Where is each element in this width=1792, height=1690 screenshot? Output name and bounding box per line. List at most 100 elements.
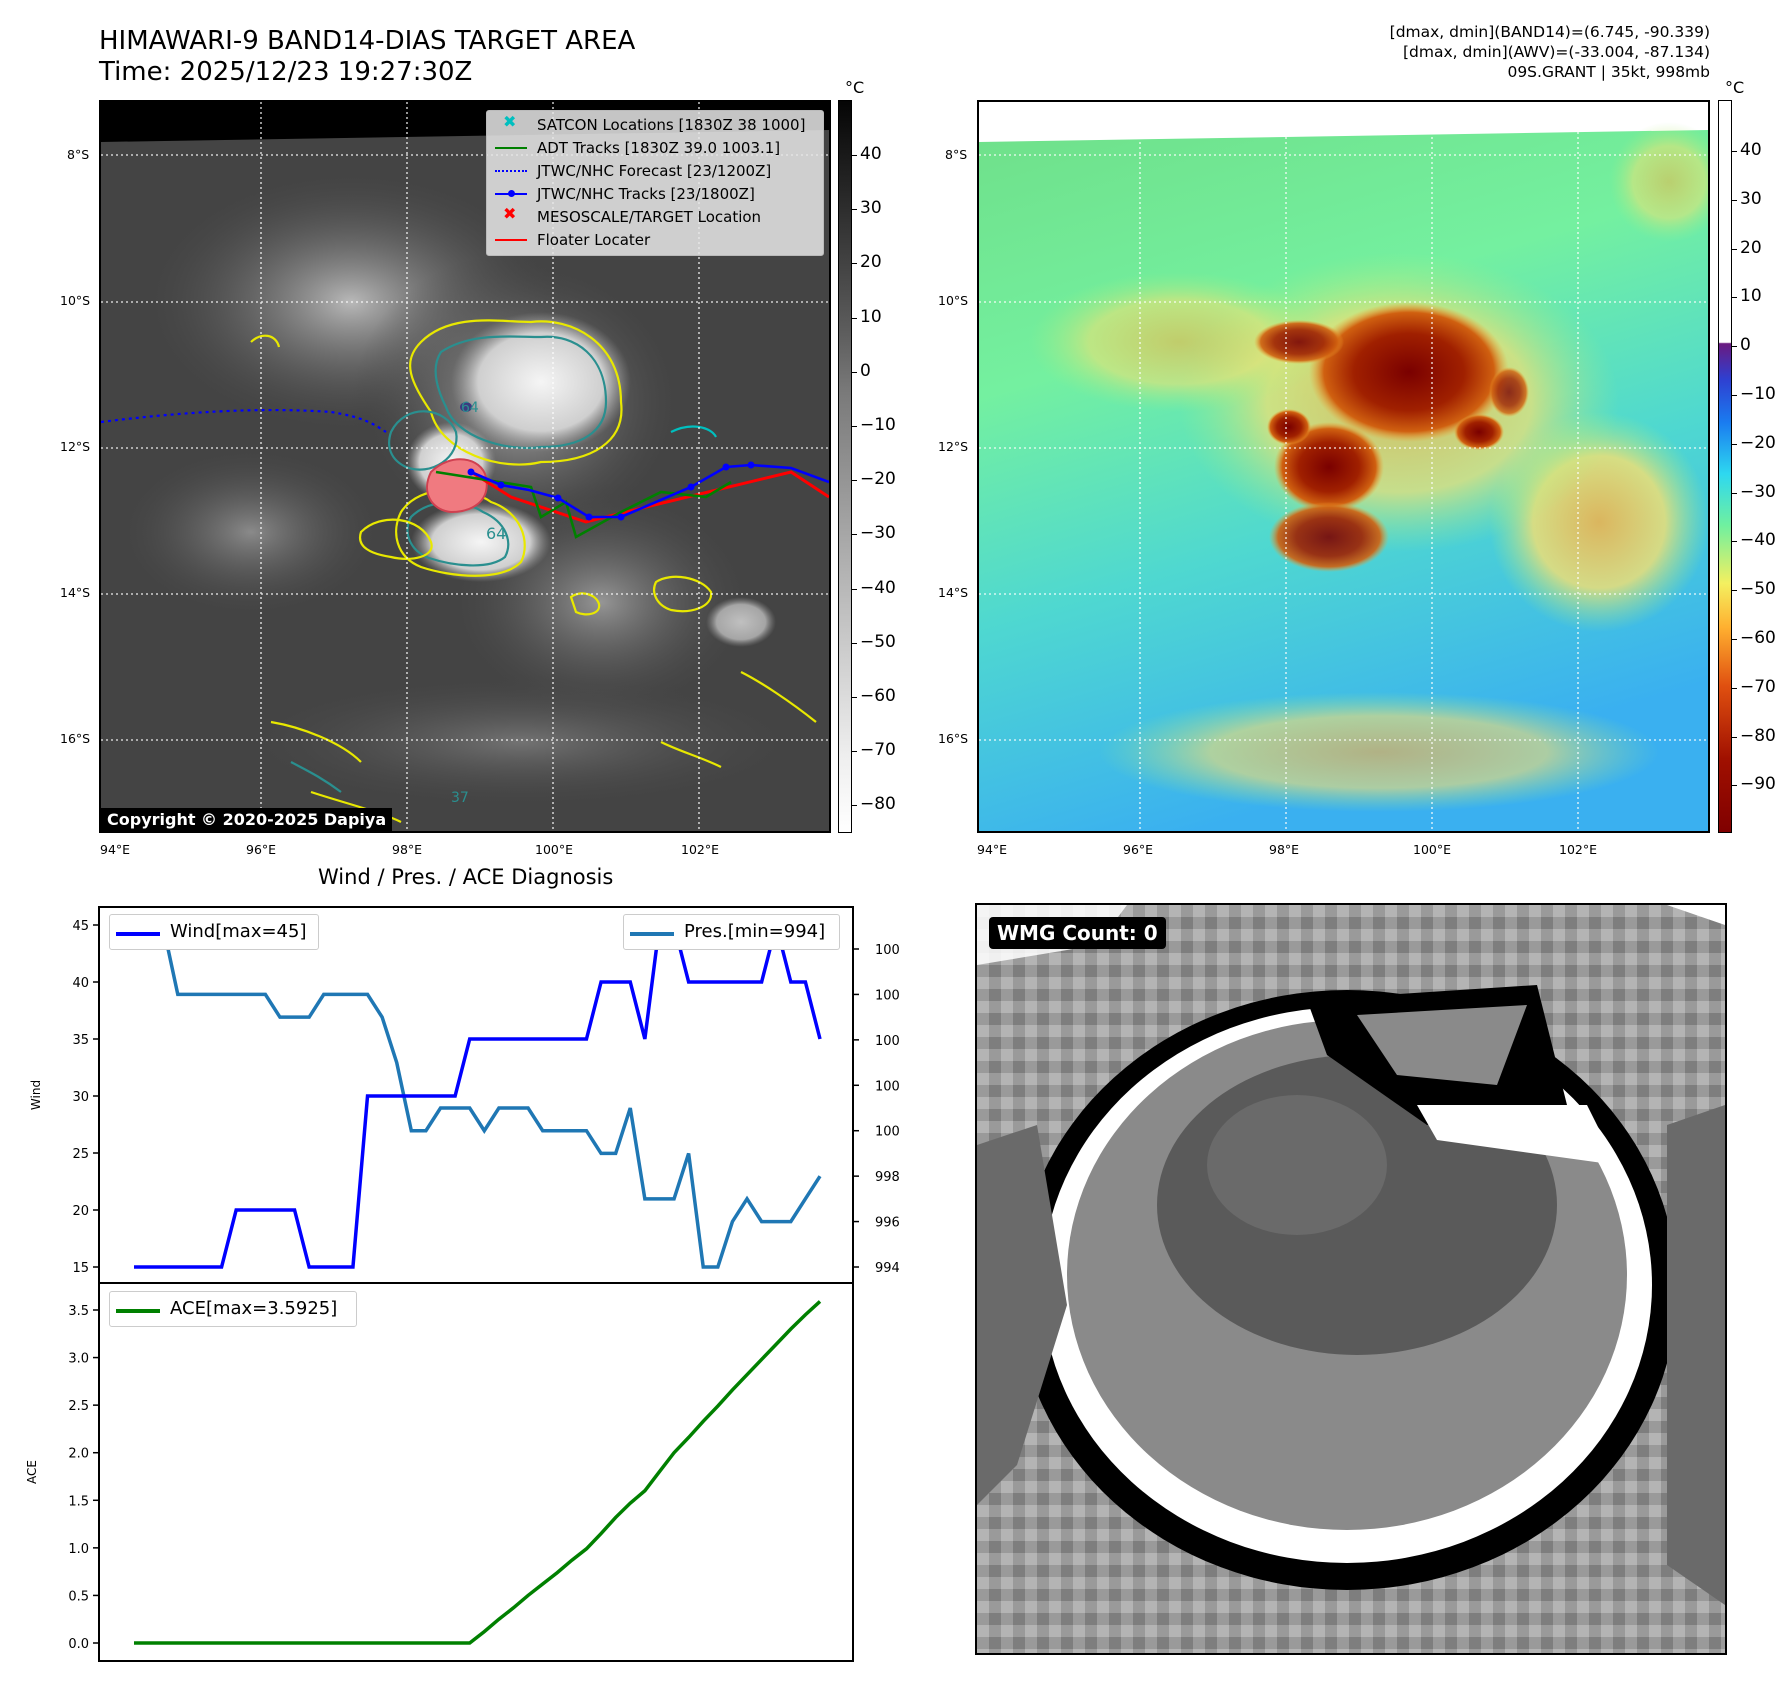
colorbar-tick-label: 10: [1740, 286, 1762, 307]
y-tick-label: 2.5: [68, 1399, 89, 1414]
lon-label: 96°E: [246, 842, 277, 857]
y-tick-label: 20: [72, 1204, 89, 1219]
diagnosis-title: Wind / Pres. / ACE Diagnosis: [318, 865, 614, 889]
colorbar-tick: [852, 317, 857, 319]
colorbar-tick-label: 30: [1740, 188, 1762, 209]
awv-map: [977, 100, 1710, 833]
pressure-legend: Pres.[min=994]: [623, 914, 840, 950]
colorbar-tick: [852, 155, 857, 156]
legend-item-adt: ADT Tracks [1830Z 39.0 1003.1]: [487, 137, 823, 159]
lon-label: 96°E: [1123, 842, 1154, 857]
map-legend: ✖ SATCON Locations [1830Z 38 1000] ADT T…: [486, 110, 824, 256]
colorbar-tick: [1732, 248, 1737, 250]
wind-legend-label: Wind[max=45]: [170, 921, 307, 942]
awv-map-imagery: [979, 102, 1708, 831]
colorbar-tick-label: 0: [860, 360, 871, 381]
lon-label: 100°E: [535, 842, 574, 857]
lat-label: 10°S: [60, 293, 91, 308]
lon-label: 94°E: [977, 842, 1008, 857]
lat-label: 8°S: [67, 147, 90, 162]
colorbar-tick-label: −10: [1740, 384, 1776, 404]
y-tick-label: 3.5: [68, 1304, 89, 1319]
colorbar-tick-label: 10: [860, 306, 882, 327]
ace-legend: ACE[max=3.5925]: [109, 1291, 357, 1327]
ace-axis-label: ACE: [25, 1460, 39, 1484]
wind-line-icon: [116, 932, 160, 936]
ace-plot-frame: [98, 1282, 854, 1662]
legend-item-satcon: ✖ SATCON Locations [1830Z 38 1000]: [503, 112, 806, 134]
colorbar-tick-label: 20: [1740, 237, 1762, 258]
y2-tick-label: 1004: [875, 1034, 900, 1049]
colorbar-tick: [1732, 687, 1737, 689]
lon-label: 94°E: [100, 842, 131, 857]
colorbar-tick-label: −70: [860, 740, 896, 761]
colorbar-tick: [1732, 199, 1737, 201]
copyright-label: Copyright © 2020-2025 Dapiya: [101, 808, 393, 831]
colorbar-tick: [852, 209, 857, 211]
colorbar-tick: [852, 805, 857, 807]
lat-label: 14°S: [60, 585, 91, 600]
lat-label: 16°S: [938, 731, 969, 746]
y-tick-label: 40: [72, 976, 89, 991]
colorbar-tick-label: −30: [1740, 481, 1776, 502]
y-tick-label: 45: [72, 919, 89, 934]
line-marker-icon: [495, 239, 527, 241]
wind-axis-label: Wind: [29, 1080, 43, 1110]
colorbar-tick-label: 40: [1740, 140, 1762, 160]
colorbar-tick: [1732, 541, 1737, 543]
y-tick-label: 35: [72, 1033, 89, 1048]
legend-item-floater: Floater Locater: [487, 229, 823, 251]
colorbar-tick: [1732, 443, 1737, 445]
y-tick-label: 2.0: [68, 1447, 89, 1462]
colorbar-tick-label: −30: [860, 523, 896, 544]
colorbar-tick: [852, 642, 857, 644]
wmg-count-badge: WMG Count: 0: [989, 917, 1166, 949]
colorbar-tick: [852, 697, 857, 698]
y-tick-label: 3.0: [68, 1352, 89, 1367]
ace-line-icon: [116, 1309, 160, 1313]
chart-title-line1: HIMAWARI-9 BAND14-DIAS TARGET AREA: [99, 26, 636, 56]
lat-label: 12°S: [60, 439, 91, 454]
line-marker-icon: [495, 147, 527, 149]
colorbar-unit: °C: [845, 78, 865, 97]
y2-tick-label: 1006: [875, 988, 900, 1003]
legend-item-tracks: JTWC/NHC Tracks [23/1800Z]: [487, 183, 823, 205]
colorbar-tick: [852, 263, 857, 265]
awv-colorbar: [1718, 100, 1732, 833]
contour-label: 37: [451, 790, 469, 806]
colorbar-tick: [1732, 785, 1737, 787]
lon-label: 98°E: [392, 842, 423, 857]
pressure-line-icon: [630, 932, 674, 936]
colorbar-tick: [852, 371, 857, 373]
wmg-panel: WMG Count: 0: [975, 903, 1727, 1655]
dotted-line-icon: [495, 170, 527, 172]
lon-label: 100°E: [1413, 842, 1452, 857]
colorbar-tick-label: −40: [860, 577, 896, 598]
colorbar-tick-label: −20: [860, 469, 896, 490]
colorbar-tick: [1732, 395, 1737, 396]
colorbar-tick-label: −50: [860, 631, 896, 652]
colorbar-tick-label: −40: [1740, 530, 1776, 551]
lon-label: 98°E: [1269, 842, 1300, 857]
colorbar-tick-label: 40: [860, 144, 882, 164]
y-tick-label: 0.0: [68, 1637, 89, 1652]
colorbar-tick: [852, 426, 857, 427]
colorbar-tick: [852, 534, 857, 536]
wind-pressure-plot-frame: [98, 906, 854, 1284]
ir-colorbar: [838, 100, 852, 833]
colorbar-tick-label: 30: [860, 198, 882, 219]
x-marker-icon: ✖: [503, 112, 517, 131]
info-block: [dmax, dmin](BAND14)=(6.745, -90.339) [d…: [1390, 22, 1710, 82]
y-tick-label: 15: [72, 1261, 89, 1276]
colorbar-tick-label: −80: [860, 794, 896, 815]
y2-tick-label: 998: [875, 1170, 900, 1185]
colorbar-tick: [1732, 639, 1737, 640]
contour-label: 64: [461, 400, 479, 416]
y-tick-label: 0.5: [68, 1589, 89, 1604]
colorbar-tick-label: 20: [860, 252, 882, 273]
y2-tick-label: 1008: [875, 943, 900, 958]
wind-series-line: [134, 923, 822, 1269]
colorbar-tick: [1732, 151, 1737, 152]
colorbar-tick-label: −10: [860, 415, 896, 435]
ace-series-line: [134, 1300, 822, 1645]
